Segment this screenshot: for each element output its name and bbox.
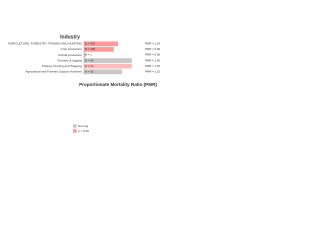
bar-label: N = 45 — [85, 58, 94, 62]
value-label: PMR = 0.05 — [145, 53, 160, 57]
chart-title: Industry — [60, 34, 80, 40]
bar — [84, 58, 132, 63]
value-label: PMR = 1.15 — [145, 70, 160, 74]
value-label: PMR = 0.90 — [145, 47, 160, 51]
y-tick-label: Fishing, Hunting and Trapping — [42, 64, 82, 68]
chart: Industry Proportionate Mortality Ratio (… — [8, 34, 160, 133]
y-tick-label: Agricultural and Forestry Support Activi… — [25, 70, 82, 74]
bar — [84, 47, 114, 52]
bar — [84, 52, 86, 58]
bar — [84, 41, 118, 47]
y-tick-label: Animal production — [58, 53, 82, 57]
legend-swatch — [73, 124, 77, 128]
legend-label: p < 0.05 — [78, 129, 89, 133]
value-label: PMR = 1.03 — [145, 42, 160, 46]
legend-label: Non-sig — [78, 124, 89, 128]
bar-label: N = 22 — [85, 64, 94, 68]
bar-label: N = 158 — [85, 47, 95, 51]
y-tick-label: Forestry & logging — [58, 58, 83, 62]
value-label: PMR = 1.45 — [145, 64, 160, 68]
value-label: PMR = 1.45 — [145, 58, 160, 62]
y-tick-label: Crop production — [61, 47, 83, 51]
bar — [84, 69, 122, 75]
y-tick-label: AGRICULTURE, FORESTRY, FISHING AND HUNTI… — [8, 42, 83, 46]
bar-label: N = 30 — [85, 70, 94, 74]
bar-label: N = 1 — [85, 53, 92, 57]
bar-label: N = 326 — [85, 42, 95, 46]
legend-swatch — [73, 129, 77, 133]
bar — [84, 63, 132, 69]
x-axis-title: Proportionate Mortality Ratio (PMR) — [79, 82, 157, 87]
